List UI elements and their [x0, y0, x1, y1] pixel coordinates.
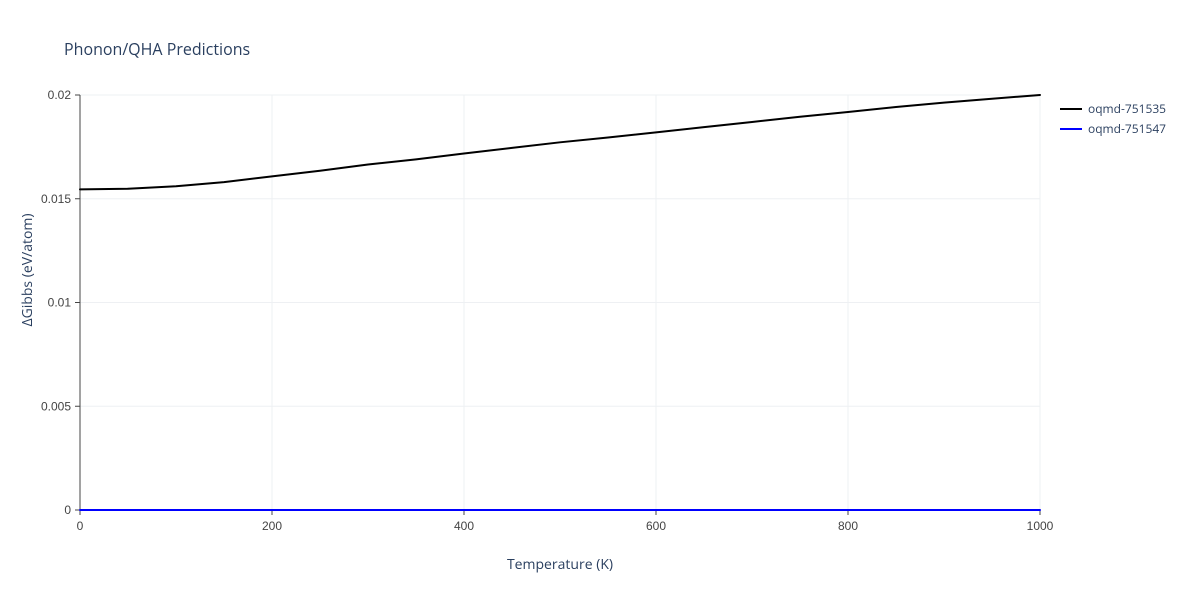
legend-label: oqmd-751535: [1088, 100, 1166, 117]
y-tick-label: 0.01: [48, 296, 72, 310]
legend-swatch: [1060, 108, 1082, 110]
y-axis-label: ΔGibbs (eV/atom): [18, 170, 37, 370]
x-axis-label: Temperature (K): [80, 555, 1040, 574]
x-tick-label: 200: [262, 519, 282, 533]
legend-item[interactable]: oqmd-751535: [1060, 100, 1166, 117]
x-tick-label: 600: [646, 519, 666, 533]
y-tick-label: 0.02: [48, 88, 72, 102]
x-tick-label: 1000: [1027, 519, 1054, 533]
x-tick-label: 0: [77, 519, 84, 533]
y-tick-label: 0.005: [41, 399, 71, 413]
y-tick-label: 0: [64, 503, 71, 517]
legend-label: oqmd-751547: [1088, 120, 1166, 137]
legend-item[interactable]: oqmd-751547: [1060, 120, 1166, 137]
legend: oqmd-751535 oqmd-751547: [1060, 100, 1166, 140]
chart-container: Phonon/QHA Predictions 02004006008001000…: [0, 0, 1200, 600]
x-tick-label: 400: [454, 519, 474, 533]
legend-swatch: [1060, 128, 1082, 130]
x-tick-label: 800: [838, 519, 858, 533]
series-line[interactable]: [80, 95, 1040, 189]
y-tick-label: 0.015: [41, 192, 71, 206]
chart-plot: 0 200 400 600 800 1000 0 0.005 0.01 0.015 0.02: [0, 0, 1200, 600]
